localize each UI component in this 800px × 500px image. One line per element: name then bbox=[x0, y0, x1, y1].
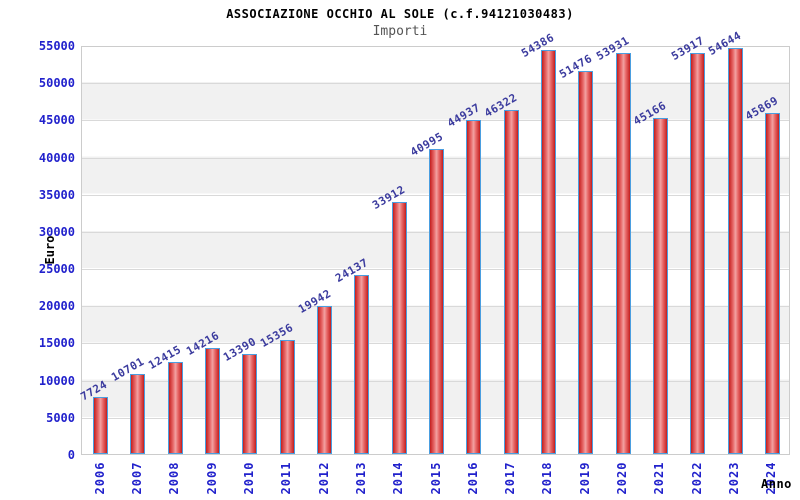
x-tick-label: 2018 bbox=[540, 461, 555, 495]
x-tick-label: 2021 bbox=[652, 461, 667, 495]
x-tick-label: 2008 bbox=[167, 461, 182, 495]
x-tick-label: 2020 bbox=[615, 461, 630, 495]
plot-area bbox=[81, 46, 790, 455]
bar-2020 bbox=[615, 52, 631, 454]
bar-2008 bbox=[167, 361, 183, 454]
bar-2009 bbox=[205, 348, 221, 454]
bar-2023 bbox=[727, 47, 743, 454]
y-tick-label: 40000 bbox=[38, 150, 75, 165]
y-tick-label: 10000 bbox=[38, 373, 75, 388]
bar-2014 bbox=[391, 201, 407, 454]
y-tick-label: 30000 bbox=[38, 224, 75, 239]
x-tick-label: 2013 bbox=[353, 461, 368, 495]
x-tick-label: 2019 bbox=[577, 461, 592, 495]
y-tick-label: 5000 bbox=[46, 410, 75, 425]
gridline bbox=[82, 83, 789, 85]
x-tick-label: 2010 bbox=[241, 461, 256, 495]
y-tick-label: 0 bbox=[67, 448, 75, 462]
y-tick-label: 25000 bbox=[38, 262, 75, 277]
x-tick-label: 2017 bbox=[503, 461, 518, 495]
x-tick-label: 2007 bbox=[129, 461, 144, 495]
x-tick-label: 2012 bbox=[316, 461, 331, 495]
x-tick-label: 2023 bbox=[727, 461, 742, 495]
bar-2006 bbox=[93, 396, 109, 454]
x-tick-label: 2014 bbox=[391, 461, 406, 495]
gridline bbox=[82, 120, 789, 122]
y-tick-label: 55000 bbox=[38, 39, 75, 53]
bar-2007 bbox=[130, 374, 146, 454]
bar-2022 bbox=[690, 53, 706, 454]
bar-2018 bbox=[540, 49, 556, 454]
y-tick-label: 20000 bbox=[38, 299, 75, 314]
x-tick-label: 2015 bbox=[428, 461, 443, 495]
bar-2021 bbox=[652, 118, 668, 454]
x-tick-label: 2016 bbox=[465, 461, 480, 495]
bar-2011 bbox=[279, 339, 295, 454]
bar-2012 bbox=[317, 305, 333, 454]
y-tick-label: 50000 bbox=[38, 76, 75, 91]
bar-2024 bbox=[764, 112, 780, 454]
x-tick-label: 2011 bbox=[279, 461, 294, 495]
chart-subtitle: Importi bbox=[372, 24, 428, 39]
bar-2010 bbox=[242, 354, 258, 454]
bar-2016 bbox=[466, 119, 482, 454]
bar-2013 bbox=[354, 274, 370, 454]
y-axis-title: Euro bbox=[43, 235, 57, 265]
x-axis-title: Anno bbox=[761, 477, 792, 491]
bar-2017 bbox=[503, 109, 519, 454]
y-tick-label: 45000 bbox=[38, 113, 75, 128]
chart-title: ASSOCIAZIONE OCCHIO AL SOLE (c.f.9412103… bbox=[226, 7, 574, 21]
x-tick-label: 2022 bbox=[689, 461, 704, 495]
y-tick-label: 15000 bbox=[38, 336, 75, 351]
x-tick-label: 2006 bbox=[92, 461, 107, 495]
bar-2015 bbox=[429, 149, 444, 454]
y-tick-label: 35000 bbox=[38, 187, 75, 202]
x-tick-label: 2009 bbox=[204, 461, 219, 495]
bar-2019 bbox=[578, 71, 594, 454]
